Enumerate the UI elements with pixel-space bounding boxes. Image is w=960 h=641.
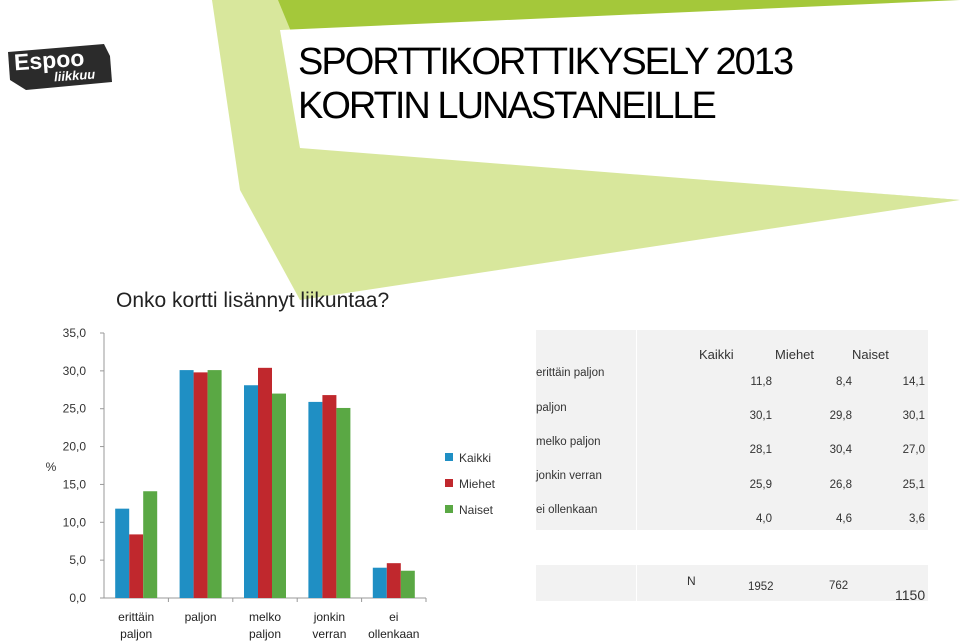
category-label: ei bbox=[389, 610, 398, 624]
logo-subtext: liikkuu bbox=[53, 66, 96, 85]
category-label: ollenkaan bbox=[368, 627, 419, 641]
white-title-wedge bbox=[280, 0, 960, 200]
legend-swatch-kaikki bbox=[445, 453, 453, 461]
bar-miehet bbox=[129, 534, 144, 598]
table-cell: 14,1 bbox=[902, 376, 925, 388]
category-label: paljon bbox=[249, 627, 281, 641]
bar-kaikki bbox=[179, 370, 194, 598]
table-cell: 30,1 bbox=[902, 410, 925, 422]
table-cell: 25,1 bbox=[902, 479, 925, 491]
table-divider bbox=[636, 330, 637, 530]
title-line-2: KORTIN LUNASTANEILLE bbox=[298, 85, 717, 127]
y-tick-label: 30,0 bbox=[63, 364, 87, 378]
category-label: paljon bbox=[120, 627, 152, 641]
bar-miehet bbox=[322, 395, 337, 598]
y-tick-label: 15,0 bbox=[63, 477, 87, 491]
table-row-label: jonkin verran bbox=[536, 470, 602, 482]
bar-miehet bbox=[258, 367, 272, 598]
bar-kaikki bbox=[244, 385, 258, 598]
header-decoration bbox=[212, 0, 960, 300]
n-value-miehet: 762 bbox=[829, 580, 849, 592]
table-header-kaikki: Kaikki bbox=[699, 347, 734, 362]
table-row-label: ei ollenkaan bbox=[536, 504, 598, 516]
table-cell: 11,8 bbox=[750, 376, 772, 388]
bar-naiset bbox=[272, 393, 286, 598]
legend-swatch-miehet bbox=[445, 479, 453, 487]
bar-kaikki bbox=[308, 401, 323, 598]
category-label: jonkin bbox=[313, 610, 345, 624]
data-table-background bbox=[536, 330, 928, 530]
table-cell: 4,6 bbox=[836, 513, 852, 525]
table-row-label: melko paljon bbox=[536, 436, 601, 448]
y-tick-label: 10,0 bbox=[63, 515, 87, 529]
espoo-logo bbox=[8, 44, 112, 90]
table-header-miehet: Miehet bbox=[775, 347, 815, 362]
legend-label-miehet: Miehet bbox=[459, 477, 496, 491]
legend-label-kaikki: Kaikki bbox=[459, 451, 491, 465]
bar-naiset bbox=[143, 491, 158, 598]
table-cell: 26,8 bbox=[829, 479, 852, 491]
category-label: paljon bbox=[185, 610, 217, 624]
table-cell: 8,4 bbox=[836, 376, 852, 388]
table-cell: 30,1 bbox=[749, 410, 772, 422]
table-cell: 30,4 bbox=[829, 444, 852, 456]
y-tick-label: 5,0 bbox=[69, 553, 86, 567]
table-row-label: erittäin paljon bbox=[536, 367, 605, 379]
y-tick-label: 25,0 bbox=[63, 402, 87, 416]
category-label: verran bbox=[312, 627, 346, 641]
bar-naiset bbox=[207, 370, 222, 598]
y-tick-label: 35,0 bbox=[63, 326, 87, 340]
title-line-1: SPORTTIKORTTIKYSELY 2013 bbox=[298, 41, 794, 83]
table-cell: 28,1 bbox=[749, 444, 772, 456]
bar-kaikki bbox=[115, 508, 130, 598]
table-cell: 29,8 bbox=[829, 410, 852, 422]
category-label: melko bbox=[249, 610, 281, 624]
table-header-naiset: Naiset bbox=[852, 347, 889, 362]
table-row-label: paljon bbox=[536, 402, 567, 414]
n-value-naiset: 1150 bbox=[895, 587, 926, 603]
y-tick-label: 20,0 bbox=[63, 440, 87, 454]
category-label: erittäin bbox=[118, 610, 154, 624]
table-cell: 4,0 bbox=[756, 513, 772, 525]
bar-kaikki bbox=[372, 567, 387, 598]
bar-naiset bbox=[400, 570, 415, 598]
table-cell: 27,0 bbox=[902, 444, 925, 456]
n-label: N bbox=[687, 574, 696, 588]
page-title: SPORTTIKORTTIKYSELY 2013 KORTIN LUNASTAN… bbox=[298, 40, 794, 128]
table-cell: 3,6 bbox=[909, 513, 925, 525]
y-axis-label: % bbox=[46, 460, 57, 474]
table-cell: 25,9 bbox=[749, 479, 772, 491]
n-box bbox=[536, 565, 928, 601]
bar-chart: 0,0 5,0 10,0 15,0 20,0 25,0 30,0 35,0% erittäin… bbox=[46, 326, 496, 641]
n-divider bbox=[636, 565, 637, 601]
bar-miehet bbox=[386, 563, 401, 598]
legend-swatch-naiset bbox=[445, 505, 453, 513]
y-tick-label: 0,0 bbox=[69, 591, 86, 605]
chart-title: Onko kortti lisännyt liikuntaa? bbox=[116, 289, 390, 312]
bar-miehet bbox=[193, 372, 208, 598]
legend-label-naiset: Naiset bbox=[459, 503, 494, 517]
bar-naiset bbox=[336, 407, 351, 598]
n-value-kaikki: 1952 bbox=[748, 581, 774, 593]
